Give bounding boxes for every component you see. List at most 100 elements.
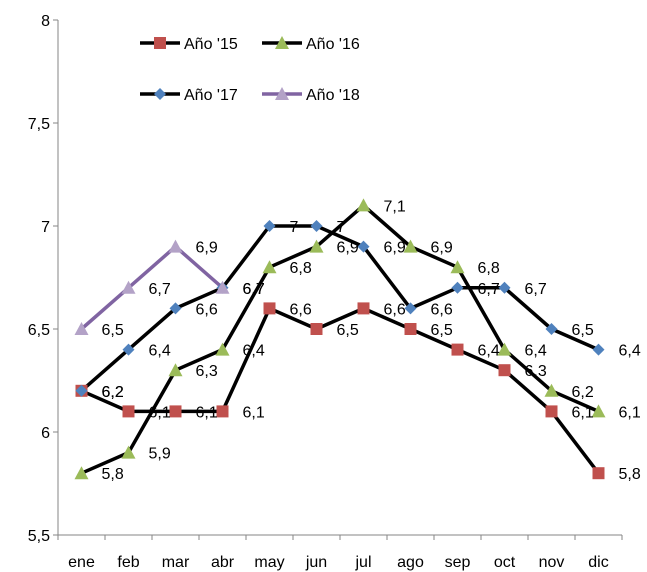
legend-entry-2: Año '16	[262, 36, 360, 53]
chart-legend: Año '15 Año '16 Año '17 Año '18	[140, 36, 360, 104]
legend-entry-2-label: Año '16	[306, 36, 360, 53]
series-3-data-label: 6,7	[243, 281, 265, 298]
series-4-point	[168, 239, 183, 253]
series-1-line	[80, 306, 600, 475]
series-1-data-label: 6,5	[337, 322, 359, 339]
series-4-data-label: 6,5	[102, 322, 124, 339]
series-2-point	[591, 404, 606, 418]
series-1-data-label: 6,1	[149, 404, 171, 421]
series-1-point	[451, 343, 464, 356]
series-3-point	[404, 302, 417, 315]
series-4-point	[74, 322, 89, 335]
series-1-point	[545, 405, 558, 418]
series-3-point	[357, 240, 370, 253]
series-lines	[80, 203, 600, 475]
series-2-point	[497, 342, 512, 356]
series-1-data-label: 6,6	[290, 301, 312, 318]
series-2-point	[544, 383, 559, 397]
legend-entry-3: Año '17	[140, 87, 238, 104]
series-1-point	[122, 405, 135, 418]
legend-entry-2-marker	[275, 36, 289, 49]
y-tick-label: 7	[41, 219, 50, 236]
x-tick-label: nov	[539, 554, 565, 571]
legend-entry-3-label: Año '17	[184, 87, 238, 104]
legend-entry-1-marker	[154, 37, 166, 49]
legend-entry-1: Año '15	[140, 36, 238, 53]
series-2-point	[309, 239, 324, 253]
series-4-point	[121, 280, 136, 294]
series-3-data-label: 6,7	[478, 281, 500, 298]
series-4-data-label: 6,7	[149, 281, 171, 298]
series-1-point	[357, 302, 370, 315]
series-2-point	[450, 260, 465, 274]
series-2-point	[215, 342, 230, 356]
series-3-point	[122, 343, 135, 356]
chart-axes: 5,5 6 6,5 7 7,5 8 ene feb mar abr may jun jul ago sep o…	[28, 13, 623, 571]
series-markers	[74, 198, 606, 480]
series-3-data-label: 6,9	[384, 240, 406, 257]
series-2-point	[262, 260, 277, 274]
legend-entry-4-marker	[275, 87, 289, 100]
series-2-point	[121, 445, 136, 459]
series-2-data-label: 5,8	[102, 466, 124, 483]
series-1-data-label: 5,8	[619, 466, 641, 483]
series-4-data-label: 6,7	[243, 281, 265, 298]
legend-entry-1-label: Año '15	[184, 36, 238, 53]
legend-entry-3-marker	[154, 88, 166, 100]
series-2-point	[403, 239, 418, 253]
series-1-data-label: 6,2	[102, 384, 124, 401]
series-1-data-label: 6,1	[196, 404, 218, 421]
series-1-point	[263, 302, 276, 315]
series-2-data-label: 6,8	[290, 260, 312, 277]
series-1-data-label: 6,5	[431, 322, 453, 339]
x-tick-label: may	[254, 554, 284, 571]
series-3-point	[263, 220, 276, 232]
series-3-point	[310, 220, 323, 232]
series-3-data-label: 6,6	[196, 301, 218, 318]
series-2-point	[74, 466, 89, 480]
y-tick-label: 5,5	[28, 528, 50, 545]
series-3-data-label: 6,4	[149, 343, 171, 360]
series-2-data-label: 6,2	[572, 384, 594, 401]
series-3-data-label: 6,6	[431, 301, 453, 318]
series-2-line	[80, 203, 600, 475]
series-3-line	[80, 224, 600, 393]
series-4-point	[215, 280, 230, 294]
series-2-data-label: 6,8	[478, 260, 500, 277]
x-tick-label: sep	[445, 554, 471, 571]
x-tick-label: jun	[305, 554, 327, 571]
series-1-point	[404, 323, 417, 335]
series-3-point	[592, 343, 605, 356]
series-1-data-label: 6,4	[478, 343, 500, 360]
series-4-line	[80, 244, 224, 331]
x-tick-label: jul	[354, 554, 371, 571]
y-tick-label: 8	[41, 13, 50, 30]
series-1-data-label: 6,1	[243, 404, 265, 421]
series-1-point	[310, 323, 323, 335]
series-3-data-label: 6,7	[525, 281, 547, 298]
series-1-data-label: 6,1	[572, 404, 594, 421]
series-3-point	[498, 281, 511, 294]
series-2-data-label: 6,4	[243, 343, 265, 360]
x-tick-label: ene	[68, 554, 95, 571]
series-1-point	[498, 364, 511, 377]
legend-entry-4-label: Año '18	[306, 87, 360, 104]
series-1-point	[592, 467, 605, 480]
series-2-data-label: 6,9	[431, 240, 453, 257]
series-2-data-label: 5,9	[149, 446, 171, 463]
x-tick-label: abr	[211, 554, 235, 571]
series-1-point	[216, 405, 229, 418]
x-tick-label: feb	[117, 554, 139, 571]
y-tick-label: 7,5	[28, 116, 50, 133]
x-tick-label: ago	[397, 554, 424, 571]
series-3-point	[75, 384, 88, 397]
series-3-data-label: 6,2	[102, 384, 124, 401]
series-2-data-label: 6,4	[525, 343, 547, 360]
legend-entry-4: Año '18	[262, 87, 360, 104]
series-2-data-label: 7,1	[384, 198, 406, 215]
series-3-data-label: 6,5	[572, 322, 594, 339]
series-3-data-label: 7	[290, 219, 299, 236]
series-1-point	[169, 405, 182, 418]
series-1-data-label: 6,3	[525, 363, 547, 380]
series-3-data-label: 7	[337, 219, 346, 236]
